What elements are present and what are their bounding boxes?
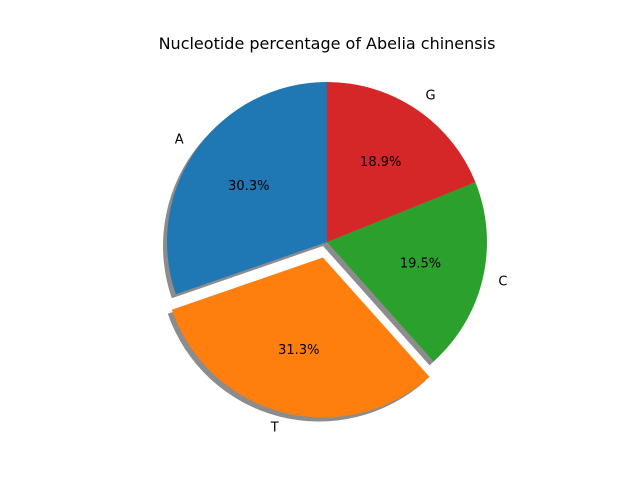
chart-title: Nucleotide percentage of Abelia chinensi…: [159, 34, 496, 53]
slice-label-g: G: [425, 89, 435, 104]
slice-percent-c: 19.5%: [400, 256, 441, 271]
slice-labels: A 30.3% T 31.3% C 19.5% G 18.9%: [175, 89, 508, 436]
pie-slice-c: [327, 182, 487, 362]
pie-slice-g: [327, 81, 476, 242]
slice-label-t: T: [270, 420, 279, 435]
slice-percent-g: 18.9%: [360, 155, 401, 170]
pie-slice-t: [171, 257, 430, 418]
slice-percent-t: 31.3%: [278, 343, 319, 358]
pie-slice-a: [166, 82, 327, 295]
slice-label-c: C: [498, 275, 507, 290]
slice-label-a: A: [175, 132, 184, 147]
slice-percent-a: 30.3%: [228, 179, 269, 194]
pie-slices: [166, 81, 487, 418]
